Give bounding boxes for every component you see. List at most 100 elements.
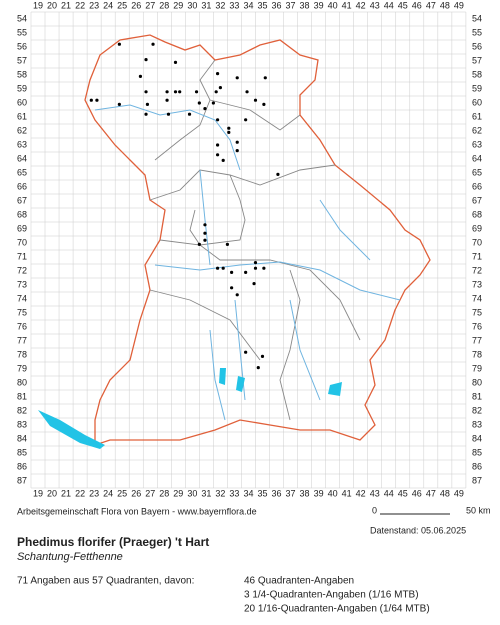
column-label: 21: [61, 488, 71, 498]
record-dot: [165, 98, 169, 102]
record-dot: [95, 98, 99, 102]
record-dot: [253, 261, 258, 265]
row-label: 71: [472, 251, 482, 261]
row-label: 83: [472, 419, 482, 429]
record-dot: [235, 149, 239, 153]
row-label: 60: [17, 97, 27, 107]
row-label: 67: [17, 195, 27, 205]
column-label: 40: [328, 0, 338, 10]
record-dot: [197, 242, 201, 246]
column-label: 41: [342, 488, 352, 498]
record-dot: [260, 354, 265, 358]
column-label: 26: [131, 0, 141, 10]
row-label: 58: [17, 69, 27, 79]
record-dot: [235, 76, 239, 80]
record-dot: [215, 266, 220, 270]
column-label: 40: [328, 488, 338, 498]
row-label: 66: [17, 181, 27, 191]
row-label: 87: [472, 475, 482, 485]
column-label: 45: [398, 0, 408, 10]
rivers: [94, 104, 401, 421]
species-common: Schantung-Fetthenne: [17, 551, 123, 563]
record-dot: [235, 140, 239, 144]
column-label: 48: [440, 0, 450, 10]
records: [89, 42, 280, 370]
row-label: 61: [17, 111, 27, 121]
column-label: 29: [173, 488, 183, 498]
row-label: 82: [472, 405, 482, 415]
row-label: 78: [17, 349, 27, 359]
record-dot: [227, 126, 231, 130]
record-dot: [218, 86, 222, 90]
column-label: 49: [454, 0, 464, 10]
grid: 19 19 20 20 21 21 22 22 23 23 24 24 25 25 26 26 27 27 28 28…: [17, 0, 482, 498]
record-dot: [227, 130, 231, 134]
record-dot: [263, 76, 267, 80]
row-label: 77: [472, 335, 482, 345]
column-label: 37: [286, 0, 296, 10]
column-label: 27: [145, 0, 155, 10]
record-dot: [144, 90, 148, 94]
column-label: 34: [243, 488, 253, 498]
record-dot: [215, 72, 220, 76]
column-label: 25: [117, 488, 127, 498]
row-label: 54: [472, 13, 482, 23]
column-label: 22: [75, 488, 85, 498]
record-dot: [117, 102, 121, 106]
row-label: 73: [472, 279, 482, 289]
record-dot: [144, 112, 148, 116]
record-dot: [197, 101, 201, 105]
column-label: 28: [159, 0, 169, 10]
row-label: 81: [17, 391, 27, 401]
row-label: 62: [472, 125, 482, 135]
record-dot: [253, 266, 258, 270]
record-dot: [256, 366, 260, 370]
row-label: 84: [17, 433, 27, 443]
row-label: 54: [17, 13, 27, 23]
column-label: 44: [384, 488, 394, 498]
record-dot: [173, 60, 178, 64]
record-dot: [276, 172, 280, 176]
record-dot: [244, 118, 248, 122]
row-label: 68: [472, 209, 482, 219]
record-dot: [145, 102, 150, 106]
record-dot: [89, 98, 93, 102]
row-label: 78: [472, 349, 482, 359]
record-dot: [187, 112, 192, 116]
record-dot: [165, 90, 169, 94]
row-label: 86: [472, 461, 482, 471]
date: Datenstand: 05.06.2025: [370, 525, 466, 535]
row-label: 83: [17, 419, 27, 429]
record-dot: [253, 98, 258, 102]
row-label: 63: [17, 139, 27, 149]
row-label: 70: [472, 237, 482, 247]
column-label: 35: [257, 488, 267, 498]
row-label: 66: [472, 181, 482, 191]
column-label: 45: [398, 488, 408, 498]
row-label: 71: [17, 251, 27, 261]
column-label: 44: [384, 0, 394, 10]
row-label: 55: [472, 27, 482, 37]
record-dot: [244, 350, 248, 354]
column-label: 31: [201, 0, 211, 10]
column-label: 42: [356, 0, 366, 10]
column-label: 38: [300, 488, 310, 498]
column-label: 42: [356, 488, 366, 498]
column-label: 26: [131, 488, 141, 498]
record-dot: [245, 90, 249, 94]
record-dot: [178, 90, 182, 94]
detail: 46 Quadranten-Angaben: [244, 576, 354, 587]
column-label: 37: [286, 488, 296, 498]
record-dot: [215, 118, 220, 122]
district-borders: [149, 59, 361, 421]
column-label: 24: [103, 488, 113, 498]
record-dot: [214, 90, 218, 94]
state-border: [84, 34, 431, 446]
row-label: 74: [472, 293, 482, 303]
row-label: 76: [472, 321, 482, 331]
column-label: 19: [33, 488, 43, 498]
detail: 3 1/4-Quadranten-Angaben (1/16 MTB): [244, 590, 419, 601]
row-label: 57: [17, 55, 27, 65]
record-dot: [230, 270, 234, 274]
column-label: 19: [33, 0, 43, 10]
